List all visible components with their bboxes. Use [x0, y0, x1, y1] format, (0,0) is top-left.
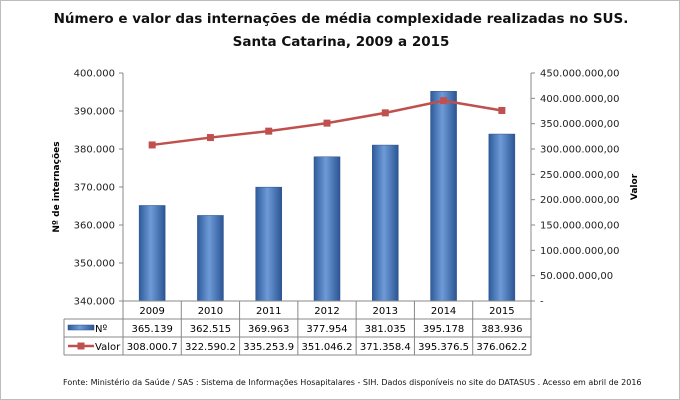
- table-cell-n: 383.936: [481, 324, 522, 335]
- table-cell-n: 362.515: [190, 324, 231, 335]
- source-footnote: Fonte: Ministério da Saúde / SAS : Siste…: [63, 378, 642, 387]
- valor-marker-2011: [265, 127, 273, 135]
- left-tick-label: 400.000: [74, 69, 115, 80]
- chart-svg: 340.000 350.000 360.000 370.000 380.000 390.0…: [52, 69, 640, 356]
- chart-title: Número e valor das internações de média …: [53, 11, 629, 27]
- right-tick-label: 400.000.000,00: [540, 94, 620, 105]
- right-tick-label: 350.000.000,00: [540, 119, 620, 130]
- bar-2015: [488, 133, 516, 302]
- bar-2011: [255, 186, 282, 302]
- left-tick-label: 360.000: [74, 221, 115, 232]
- table-cell-valor: 322.590.2: [185, 342, 236, 353]
- table-cell-valor: 371.358.4: [360, 342, 411, 353]
- valor-marker-2009: [148, 141, 156, 149]
- valor-marker-2012: [323, 119, 331, 127]
- category-label: 2014: [431, 306, 456, 317]
- right-tick-label: 300.000.000,00: [540, 145, 620, 156]
- right-tick-label: 200.000.000,00: [540, 195, 620, 206]
- valor-marker-2014: [440, 97, 448, 105]
- right-tick-label: 250.000.000,00: [540, 170, 620, 181]
- table-cell-n: 377.954: [306, 324, 347, 335]
- left-axis-title: Nº de internações: [52, 141, 62, 232]
- category-label: 2015: [489, 306, 514, 317]
- legend-label-valor: Valor: [95, 342, 121, 353]
- table-cell-n: 369.963: [248, 324, 289, 335]
- category-label: 2012: [314, 306, 339, 317]
- table-cell-valor: 351.046.2: [302, 342, 353, 353]
- valor-marker-2015: [498, 106, 506, 114]
- category-label: 2013: [373, 306, 398, 317]
- right-tick-label: -: [540, 297, 544, 308]
- left-tick-label: 350.000: [74, 259, 115, 270]
- right-tick-label: 50.000.000,00: [540, 271, 613, 282]
- valor-marker-2010: [206, 134, 214, 142]
- left-tick-label: 380.000: [74, 145, 115, 156]
- left-tick-label: 340.000: [74, 297, 115, 308]
- table-cell-valor: 376.062.2: [476, 342, 527, 353]
- left-tick-label: 370.000: [74, 183, 115, 194]
- right-tick-label: 150.000.000,00: [540, 221, 620, 232]
- right-tick-label: 100.000.000,00: [540, 246, 620, 257]
- valor-marker-2013: [381, 109, 389, 117]
- legend-key-valor-marker: [77, 342, 85, 350]
- table-cell-valor: 395.376.5: [418, 342, 469, 353]
- table-cell-n: 395.178: [423, 324, 464, 335]
- legend-key-n: [67, 324, 95, 331]
- category-label: 2010: [198, 306, 223, 317]
- bar-2012: [313, 156, 341, 302]
- category-label: 2009: [139, 306, 164, 317]
- right-axis-title: Valor: [630, 173, 640, 200]
- table-cell-n: 365.139: [131, 324, 172, 335]
- legend-label-n: Nº: [95, 324, 107, 335]
- bar-2013: [372, 144, 399, 302]
- left-tick-label: 390.000: [74, 107, 115, 118]
- bar-2014: [430, 91, 457, 302]
- table-cell-n: 381.035: [365, 324, 406, 335]
- table-cell-valor: 308.000.7: [127, 342, 178, 353]
- table-cell-valor: 335.253.9: [243, 342, 294, 353]
- chart-subtitle: Santa Catarina, 2009 a 2015: [232, 34, 450, 50]
- right-tick-label: 450.000.000,00: [540, 69, 620, 80]
- bar-2009: [138, 205, 166, 302]
- bar-2010: [197, 215, 224, 302]
- category-label: 2011: [256, 306, 281, 317]
